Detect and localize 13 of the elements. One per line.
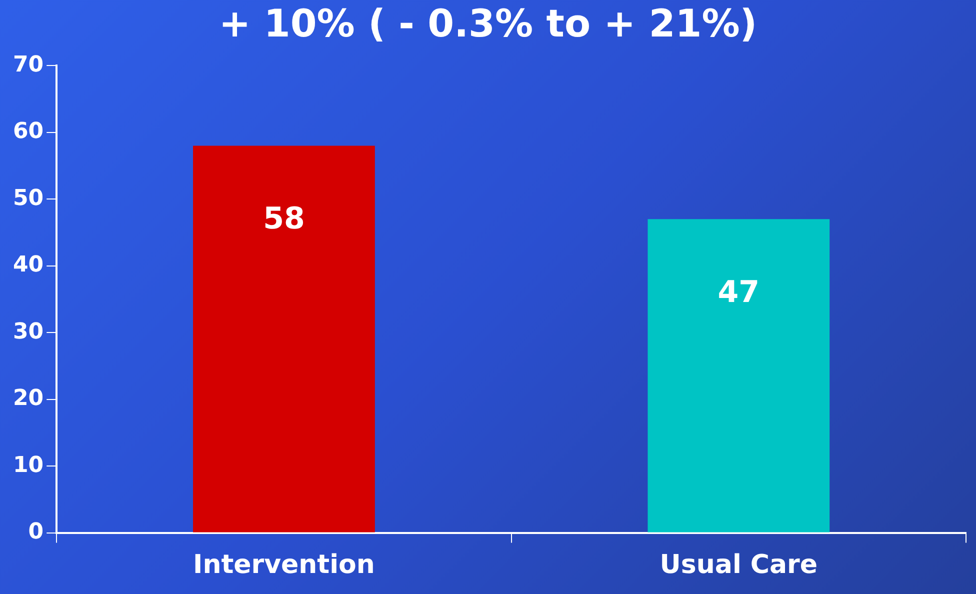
x-tick-label: Intervention (193, 550, 375, 580)
data-label: 47 (718, 274, 760, 310)
y-tick-label: 10 (12, 452, 44, 478)
y-tick-label: 0 (28, 520, 44, 545)
data-label: 58 (263, 201, 305, 236)
y-tick-label: 60 (12, 119, 44, 144)
y-tick-label: 20 (12, 386, 44, 412)
x-tick-label: Usual Care (660, 550, 818, 580)
chart-title: + 10% ( - 0.3% to + 21%) (218, 2, 758, 46)
y-tick-label: 40 (12, 252, 44, 278)
y-tick-label: 50 (12, 186, 44, 211)
y-tick-label: 70 (12, 52, 44, 78)
y-tick-label: 30 (12, 319, 44, 344)
